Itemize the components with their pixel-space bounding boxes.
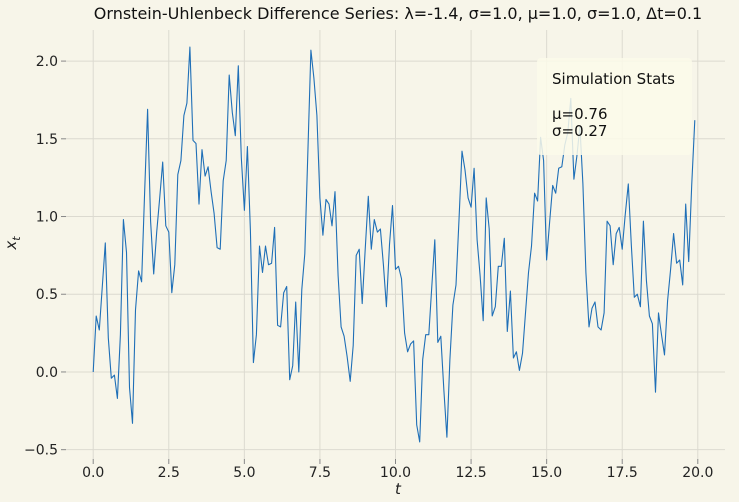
x-tick-label: 0.0 <box>82 465 104 481</box>
stats-title: Simulation Stats <box>552 70 675 88</box>
y-tick-label: 1.5 <box>36 132 58 148</box>
x-tick-label: 20.0 <box>682 465 713 481</box>
stats-mean: μ=0.76 <box>552 105 608 123</box>
y-tick-label: 0.0 <box>36 365 58 381</box>
y-tick-label: −0.5 <box>24 443 58 459</box>
y-axis-title-sub: t <box>10 236 23 241</box>
stats-std: σ=0.27 <box>552 122 607 140</box>
axes: 0.0 2.5 5.0 7.5 10.0 12.5 15.0 17.5 20.0 −0.5 0.0 0… <box>24 54 713 481</box>
chart-title: Ornstein-Uhlenbeck Difference Series: λ=… <box>94 4 702 23</box>
stats-box <box>537 58 692 155</box>
y-axis-title-main: x <box>2 241 20 251</box>
x-tick-label: 17.5 <box>607 465 638 481</box>
series-line <box>92 46 696 443</box>
y-tick-label: 1.0 <box>36 210 58 226</box>
y-tick-label: 2.0 <box>36 54 58 70</box>
x-tick-label: 5.0 <box>233 465 255 481</box>
x-tick-label: 2.5 <box>158 465 180 481</box>
y-axis-title-group: xt <box>2 236 23 251</box>
x-tick-label: 15.0 <box>531 465 562 481</box>
x-tick-label: 12.5 <box>455 465 486 481</box>
y-tick-label: 0.5 <box>36 287 58 303</box>
x-tick-label: 10.0 <box>380 465 411 481</box>
x-axis-title: t <box>395 480 402 498</box>
y-axis-title: xt <box>2 236 23 251</box>
x-tick-label: 7.5 <box>309 465 331 481</box>
series-layer <box>92 46 696 443</box>
stats-annotation: Simulation Stats μ=0.76 σ=0.27 <box>537 58 692 155</box>
